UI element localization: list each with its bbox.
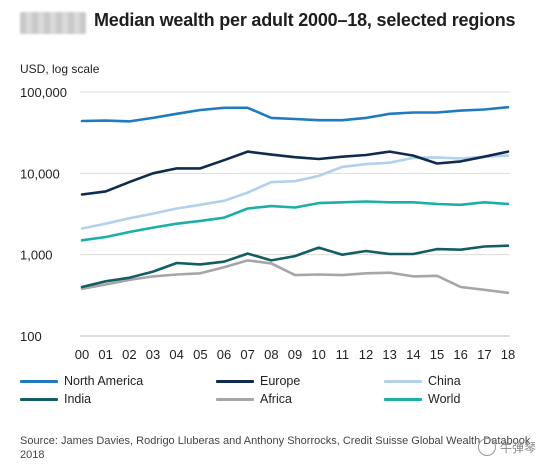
series-line-india — [80, 244, 510, 289]
x-tick-label: 15 — [430, 347, 444, 362]
x-tick-label: 16 — [453, 347, 467, 362]
x-tick-label: 05 — [193, 347, 207, 362]
legend-label: India — [64, 392, 92, 406]
series-line-europe — [80, 150, 510, 196]
y-tick-label: 100 — [20, 329, 42, 344]
legend-swatch — [216, 397, 254, 401]
x-tick-label: 11 — [336, 347, 350, 362]
legend-swatch — [384, 379, 422, 383]
x-tick-label: 06 — [217, 347, 231, 362]
x-tick-label: 03 — [146, 347, 160, 362]
legend-label: Europe — [260, 374, 301, 388]
series-line-north-america — [80, 105, 510, 123]
legend-item-world: World — [384, 392, 460, 406]
watermark: 牛弹琴 — [477, 438, 536, 456]
series-line-world — [80, 200, 510, 242]
y-tick-label: 10,000 — [20, 166, 60, 181]
series-line-africa — [80, 259, 510, 295]
chart-title: Median wealth per adult 2000–18, selecte… — [94, 10, 516, 30]
x-tick-label: 01 — [98, 347, 112, 362]
y-axis-label: USD, log scale — [20, 62, 100, 76]
legend-label: World — [428, 392, 461, 406]
legend-swatch — [384, 397, 422, 401]
legend-label: China — [428, 374, 461, 388]
legend-label: North America — [64, 374, 144, 388]
series-line-china — [80, 154, 510, 230]
legend-item-africa: Africa — [216, 392, 292, 406]
y-tick-label: 1,000 — [20, 248, 53, 263]
x-tick-label: 04 — [169, 347, 183, 362]
watermark-icon — [477, 438, 496, 456]
x-tick-label: 09 — [288, 347, 302, 362]
x-tick-label: 08 — [264, 347, 278, 362]
legend-item-europe: Europe — [216, 374, 300, 388]
legend-item-china: China — [384, 374, 461, 388]
x-tick-label: 00 — [75, 347, 89, 362]
watermark-text: 牛弹琴 — [499, 440, 536, 455]
chart-svg: 100 1,000 10,000 100,000 00 01 02 03 04 05 06 07 08 0… — [20, 85, 515, 362]
legend-item-north-america: North America — [20, 374, 143, 388]
x-tick-label: 17 — [477, 347, 491, 362]
legend-swatch — [20, 379, 58, 383]
x-tick-label: 07 — [240, 347, 254, 362]
y-tick-label: 100,000 — [20, 85, 67, 100]
legend-item-india: India — [20, 392, 91, 406]
x-tick-label: 12 — [359, 347, 373, 362]
legend-swatch — [20, 397, 58, 401]
legend-swatch — [216, 379, 254, 383]
x-tick-label: 18 — [501, 347, 515, 362]
x-tick-label: 10 — [311, 347, 325, 362]
blurred-logo — [20, 12, 86, 34]
source-note: Source: James Davies, Rodrigo Lluberas a… — [20, 435, 531, 461]
x-tick-label: 13 — [382, 347, 396, 362]
x-tick-label: 02 — [122, 347, 136, 362]
x-tick-label: 14 — [406, 347, 420, 362]
legend-label: Africa — [260, 392, 292, 406]
